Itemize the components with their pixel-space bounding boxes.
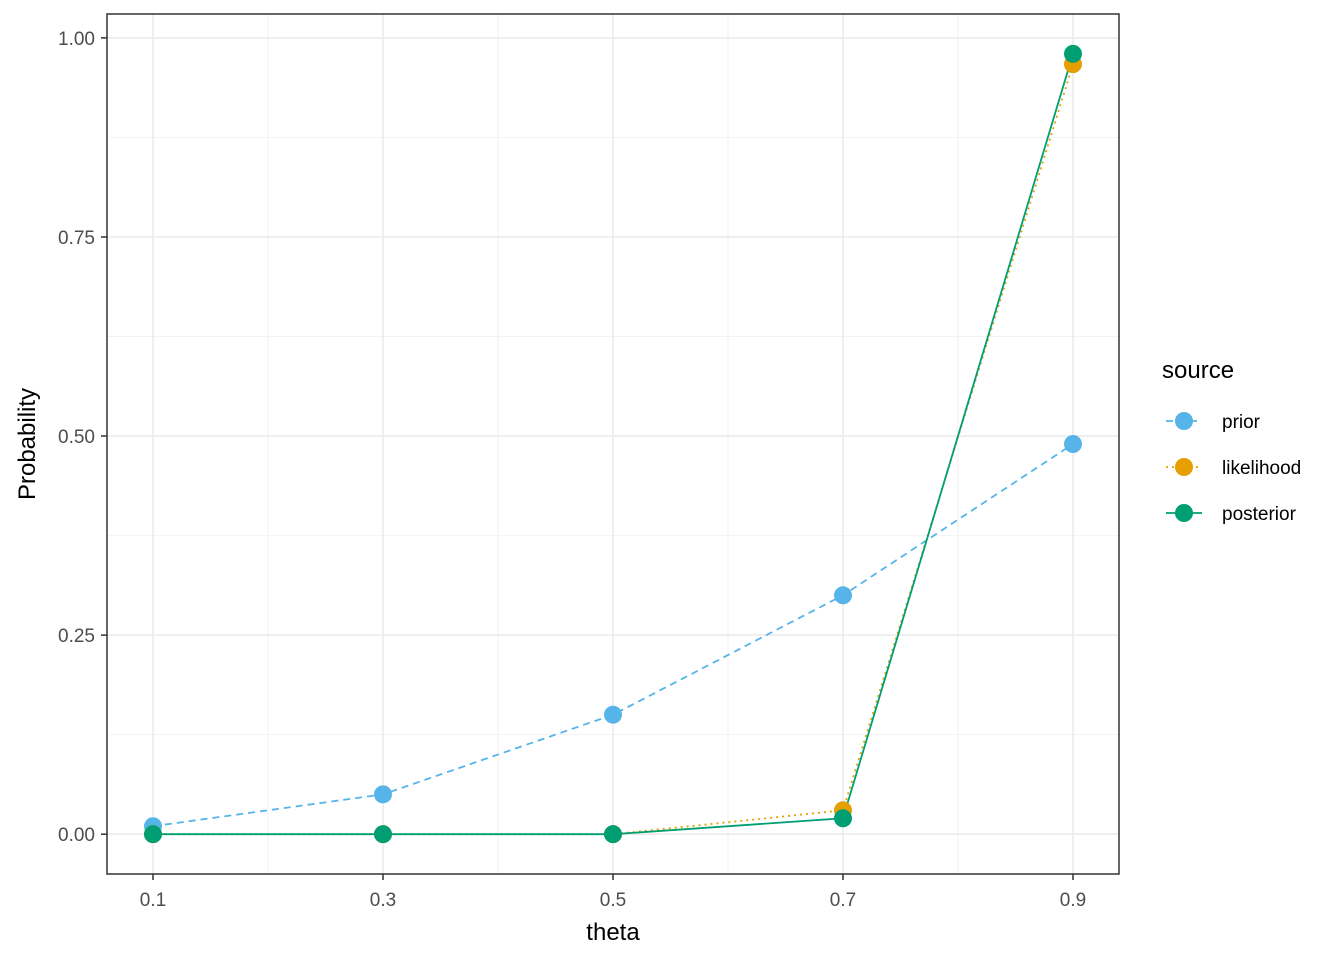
prior-point — [374, 785, 392, 804]
y-axis: 0.00 0.25 0.50 0.75 1.00 — [58, 29, 107, 846]
y-tick-label: 0.25 — [58, 626, 95, 647]
x-tick-label: 0.7 — [830, 890, 856, 911]
y-axis-title: Probability — [14, 388, 41, 500]
x-tick-label: 0.9 — [1060, 890, 1086, 911]
x-tick-label: 0.1 — [140, 890, 166, 911]
x-axis-title: theta — [586, 919, 640, 946]
legend: source prior likelihood posterior — [1162, 357, 1301, 525]
x-tick-label: 0.5 — [600, 890, 626, 911]
posterior-point — [604, 825, 622, 844]
posterior-point — [144, 825, 162, 844]
posterior-point — [374, 825, 392, 844]
y-tick-label: 1.00 — [58, 29, 95, 50]
y-tick-label: 0.75 — [58, 228, 95, 249]
legend-label-likelihood: likelihood — [1222, 458, 1301, 479]
legend-key-likelihood-point — [1175, 458, 1193, 476]
posterior-point — [834, 809, 852, 828]
legend-key-posterior-point — [1175, 504, 1193, 522]
prior-point — [604, 705, 622, 724]
legend-label-prior: prior — [1222, 412, 1261, 433]
x-tick-label: 0.3 — [370, 890, 396, 911]
x-axis: 0.1 0.3 0.5 0.7 0.9 — [140, 874, 1086, 911]
y-tick-label: 0.00 — [58, 825, 95, 846]
posterior-point — [1064, 44, 1082, 63]
prior-point — [1064, 435, 1082, 453]
legend-title: source — [1162, 357, 1234, 384]
y-tick-label: 0.50 — [58, 427, 95, 448]
series-layer — [144, 44, 1082, 844]
prior-point — [834, 586, 852, 605]
legend-key-prior-point — [1175, 412, 1193, 430]
legend-label-posterior: posterior — [1222, 504, 1297, 525]
